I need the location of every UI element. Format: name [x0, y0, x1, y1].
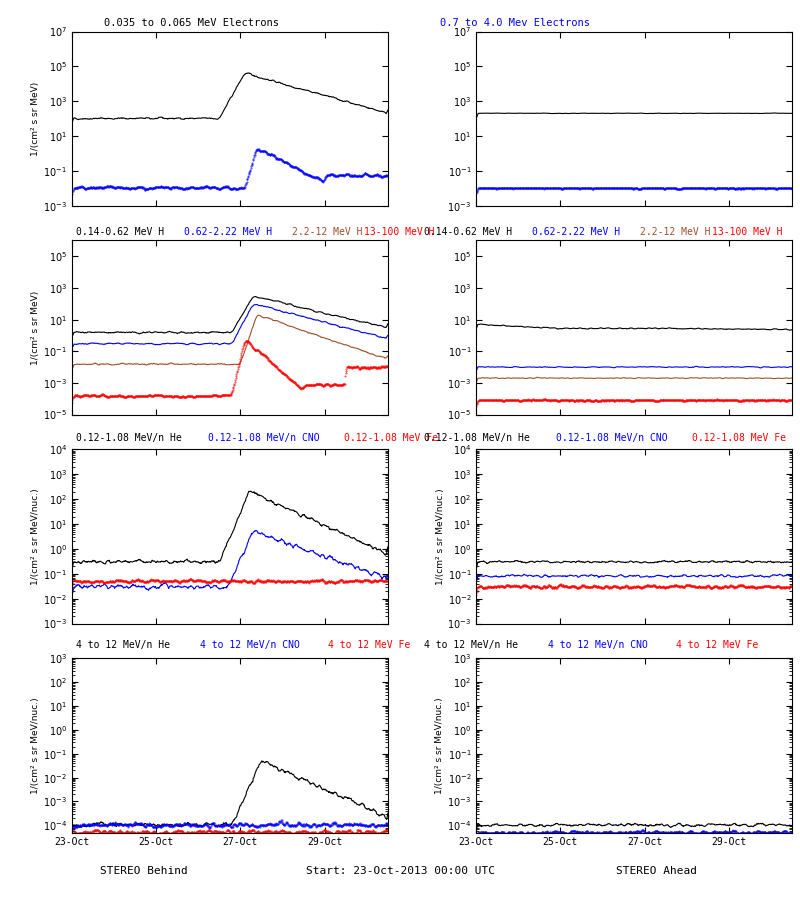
Text: 0.62-2.22 MeV H: 0.62-2.22 MeV H: [532, 227, 620, 237]
Text: 13-100 MeV H: 13-100 MeV H: [364, 227, 434, 237]
Text: 4 to 12 MeV/n CNO: 4 to 12 MeV/n CNO: [548, 640, 648, 650]
Y-axis label: 1/(cm² s sr MeV): 1/(cm² s sr MeV): [31, 291, 40, 364]
Text: 0.12-1.08 MeV/n CNO: 0.12-1.08 MeV/n CNO: [556, 433, 668, 443]
Text: 4 to 12 MeV Fe: 4 to 12 MeV Fe: [676, 640, 758, 650]
Text: Start: 23-Oct-2013 00:00 UTC: Start: 23-Oct-2013 00:00 UTC: [306, 866, 494, 876]
Text: 13-100 MeV H: 13-100 MeV H: [712, 227, 782, 237]
Y-axis label: 1/(cm² s sr MeV/nuc.): 1/(cm² s sr MeV/nuc.): [435, 698, 444, 794]
Text: 2.2-12 MeV H: 2.2-12 MeV H: [292, 227, 362, 237]
Text: 4 to 12 MeV/n He: 4 to 12 MeV/n He: [76, 640, 170, 650]
Text: STEREO Ahead: STEREO Ahead: [615, 866, 697, 876]
Text: 0.12-1.08 MeV Fe: 0.12-1.08 MeV Fe: [344, 433, 438, 443]
Text: 0.12-1.08 MeV Fe: 0.12-1.08 MeV Fe: [692, 433, 786, 443]
Y-axis label: 1/(cm² s sr MeV/nuc.): 1/(cm² s sr MeV/nuc.): [435, 488, 445, 585]
Text: 0.12-1.08 MeV/n He: 0.12-1.08 MeV/n He: [76, 433, 182, 443]
Text: 0.14-0.62 MeV H: 0.14-0.62 MeV H: [424, 227, 512, 237]
Y-axis label: 1/(cm² s sr MeV): 1/(cm² s sr MeV): [31, 81, 40, 156]
Text: 0.12-1.08 MeV/n He: 0.12-1.08 MeV/n He: [424, 433, 530, 443]
Text: 0.62-2.22 MeV H: 0.62-2.22 MeV H: [184, 227, 272, 237]
Text: 0.035 to 0.065 MeV Electrons: 0.035 to 0.065 MeV Electrons: [104, 18, 279, 28]
Y-axis label: 1/(cm² s sr MeV/nuc.): 1/(cm² s sr MeV/nuc.): [31, 488, 40, 585]
Text: 4 to 12 MeV Fe: 4 to 12 MeV Fe: [328, 640, 410, 650]
Text: 0.7 to 4.0 Mev Electrons: 0.7 to 4.0 Mev Electrons: [440, 18, 590, 28]
Text: 2.2-12 MeV H: 2.2-12 MeV H: [640, 227, 710, 237]
Text: 0.12-1.08 MeV/n CNO: 0.12-1.08 MeV/n CNO: [208, 433, 320, 443]
Text: 4 to 12 MeV/n He: 4 to 12 MeV/n He: [424, 640, 518, 650]
Text: STEREO Behind: STEREO Behind: [100, 866, 188, 876]
Text: 4 to 12 MeV/n CNO: 4 to 12 MeV/n CNO: [200, 640, 300, 650]
Y-axis label: 1/(cm² s sr MeV/nuc.): 1/(cm² s sr MeV/nuc.): [31, 698, 40, 794]
Text: 0.14-0.62 MeV H: 0.14-0.62 MeV H: [76, 227, 164, 237]
